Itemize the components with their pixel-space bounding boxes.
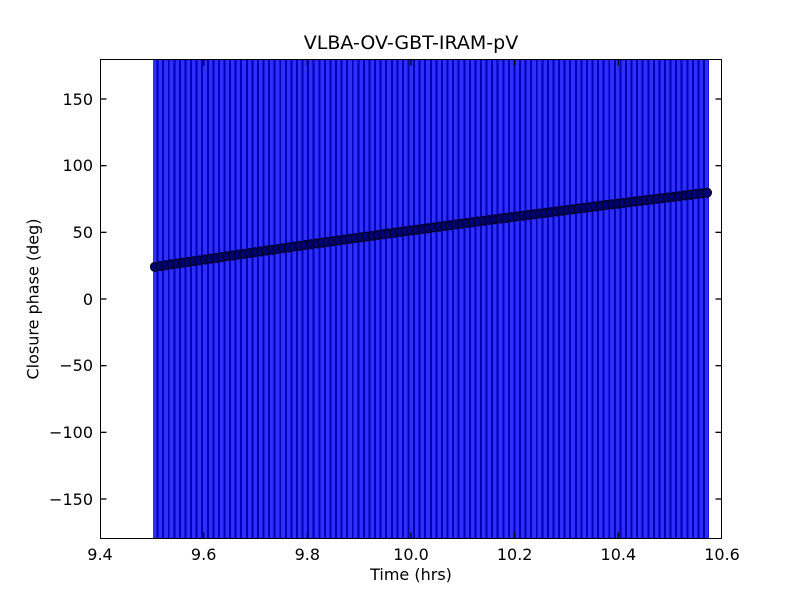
x-tick-label: 10.4 [600, 545, 637, 564]
y-tick-label: 150 [62, 89, 93, 109]
x-tick-label: 9.4 [87, 545, 113, 564]
axes-frame [100, 59, 722, 539]
error-bar-band [153, 59, 709, 539]
figure-title: VLBA-OV-GBT-IRAM-pV [303, 32, 519, 54]
y-tick-label: −100 [49, 422, 93, 442]
y-tick-label: 0 [82, 289, 93, 309]
plot-area [100, 59, 722, 539]
x-tick-label: 10.0 [393, 545, 429, 564]
x-tick-label: 9.6 [190, 545, 217, 564]
y-tick-label: 50 [72, 222, 93, 242]
x-axis-label: Time (hrs) [370, 565, 452, 584]
y-tick-label: 100 [62, 156, 93, 176]
x-tick-label: 10.2 [496, 545, 533, 564]
data-layer [100, 59, 722, 539]
x-tick-label: 10.6 [704, 545, 740, 564]
y-tick-label: −150 [49, 489, 93, 509]
data-marker [701, 187, 713, 198]
x-tick-label: 9.8 [294, 545, 321, 564]
y-tick-label: −50 [59, 356, 93, 376]
